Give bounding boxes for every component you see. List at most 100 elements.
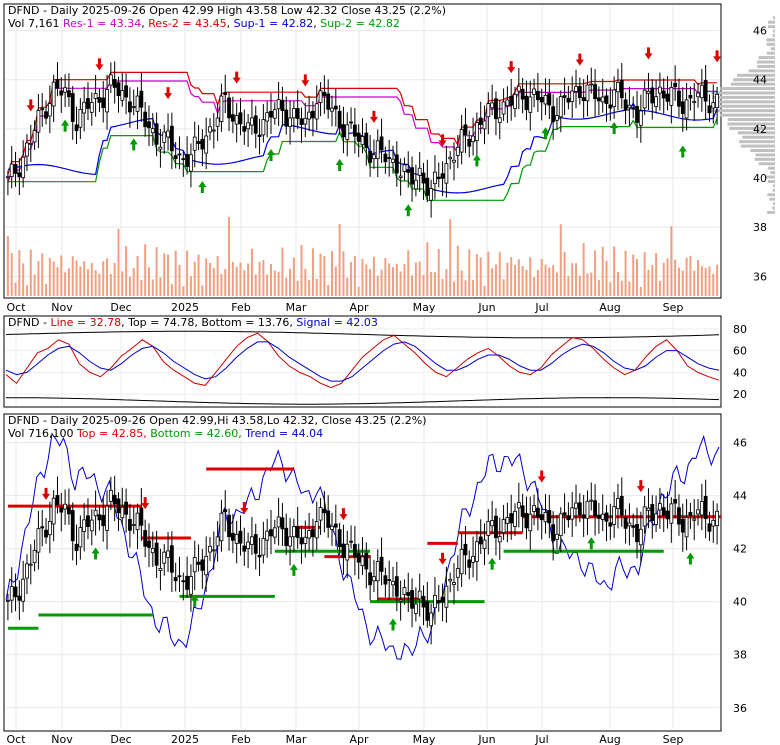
profile-bar — [773, 29, 775, 33]
price-candle-body — [86, 98, 90, 109]
trend-candle-body — [680, 519, 685, 533]
volume-bar — [231, 261, 234, 296]
volume-bar — [494, 264, 497, 296]
trend-candle-body — [307, 530, 312, 539]
volume-bar — [510, 257, 513, 296]
volume-bar — [590, 272, 593, 296]
up-arrow — [472, 154, 481, 167]
price-candle-body — [520, 88, 525, 100]
osc-line-line — [5, 332, 720, 389]
price-candle-body — [307, 111, 312, 120]
trend-candle-body — [551, 524, 556, 542]
trend-candle-body — [593, 500, 597, 517]
volume-bar — [716, 264, 719, 296]
price-candle-body — [6, 176, 10, 179]
price-candle-body — [398, 175, 403, 178]
volume-bar — [662, 262, 665, 296]
price-candle-body — [44, 111, 48, 119]
price-y-tick: 42 — [753, 123, 767, 136]
price-candle-body — [673, 82, 678, 88]
up-arrow — [91, 547, 100, 560]
profile-bar — [710, 109, 775, 113]
price-y-tick: 36 — [753, 270, 767, 283]
price-candle-body — [387, 157, 392, 159]
profile-bar — [730, 82, 775, 86]
osc-bottom-line — [5, 397, 720, 405]
volume-bar — [395, 263, 398, 296]
profile-bar — [768, 166, 775, 170]
price-candle-body — [341, 124, 346, 138]
price-candle-body — [200, 138, 205, 150]
volume-bar — [67, 268, 70, 296]
down-arrow — [369, 110, 378, 123]
volume-bar — [201, 285, 204, 296]
price-candle-body — [463, 124, 468, 136]
trend-candle-body — [162, 551, 167, 564]
trend-candle-body — [433, 594, 437, 609]
volume-bar — [594, 250, 597, 296]
volume-bar — [212, 267, 215, 296]
volume-bar — [262, 259, 265, 296]
trend-candle-body — [192, 557, 197, 573]
profile-bar — [772, 206, 775, 210]
volume-bar — [292, 257, 295, 296]
price-candle-body — [452, 159, 456, 163]
profile-bar — [736, 73, 775, 77]
trend-candle-body — [413, 603, 418, 614]
trend-curve — [5, 432, 720, 660]
volume-bar — [41, 253, 44, 296]
profile-bar — [766, 38, 775, 42]
month-tick-bottom: Jul — [534, 733, 548, 745]
volume-bar — [14, 282, 17, 296]
price-y-tick: 40 — [753, 172, 767, 185]
volume-bar — [601, 246, 604, 296]
price-candle-body — [383, 153, 388, 163]
trend-candle-body — [490, 520, 495, 527]
price-candle-body — [47, 103, 52, 117]
price-candle-body — [192, 136, 197, 151]
volume-bar — [228, 217, 231, 296]
trend-candle-body — [333, 523, 338, 528]
trend-candle-body — [150, 547, 155, 554]
profile-bar — [739, 140, 775, 144]
price-candle-body — [669, 87, 674, 106]
volume-bar — [208, 263, 211, 296]
volume-bar — [372, 256, 375, 296]
price-candle-body — [303, 117, 308, 125]
up-arrow — [389, 618, 398, 631]
volume-bar — [674, 259, 677, 296]
trend-candle-body — [55, 495, 60, 506]
month-tick-top: Dec — [110, 301, 131, 314]
price-candle-body — [21, 156, 26, 179]
price-candle-body — [513, 93, 517, 109]
trend-candle-body — [703, 495, 708, 520]
price-candle-body — [711, 102, 716, 109]
price-candle-body — [440, 173, 445, 179]
price-grid — [6, 6, 719, 296]
volume-bar — [388, 263, 391, 296]
trend-candle-body — [89, 519, 94, 532]
price-candle-body — [375, 140, 380, 160]
trend-candle-body — [596, 514, 601, 519]
trend-candle-body — [619, 495, 624, 516]
price-candle-body — [551, 106, 556, 123]
price-candle-body — [623, 99, 628, 111]
price-candle-body — [246, 122, 251, 130]
trend-candle-body — [677, 507, 681, 525]
profile-bar — [773, 16, 775, 20]
price-candle-body — [9, 163, 14, 178]
up-arrow — [488, 557, 497, 570]
volume-bar — [460, 270, 463, 296]
volume-bar — [239, 262, 242, 296]
month-tick-bottom: 2025 — [171, 733, 199, 745]
trend-candle-body — [410, 590, 414, 609]
volume-bar — [399, 271, 402, 296]
trend-candle-body — [36, 528, 41, 553]
trend-candle-body — [398, 599, 403, 602]
trend-candle-body — [696, 509, 700, 515]
volume-bar — [586, 273, 589, 296]
volume-bar — [700, 266, 703, 296]
volume-bar — [464, 280, 467, 296]
profile-bar — [712, 95, 775, 99]
trend-candle-body — [219, 512, 224, 542]
